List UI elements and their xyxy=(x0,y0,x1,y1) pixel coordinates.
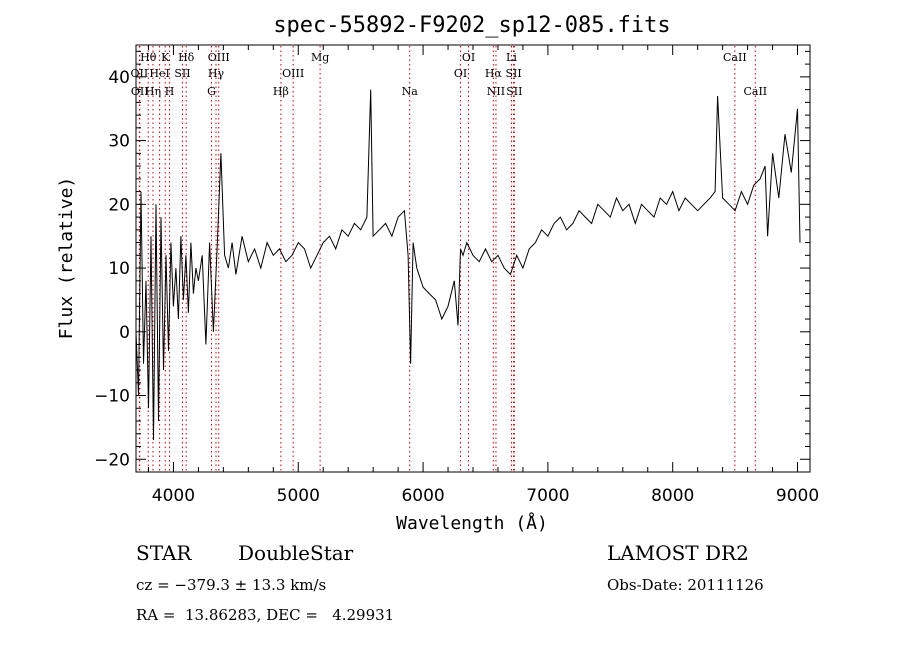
object-subclass: DoubleStar xyxy=(238,541,354,565)
object-class: STAR xyxy=(136,541,192,565)
line-marker-label-23: CaII xyxy=(723,51,747,64)
line-marker-label-21: NII xyxy=(487,85,505,98)
line-marker-label-18: Li xyxy=(506,51,517,64)
line-marker-label-15: Na xyxy=(402,85,419,98)
redshift-cz: cz = −379.3 ± 13.3 km/s xyxy=(136,576,326,594)
line-marker-label-8: Hδ xyxy=(178,51,195,64)
line-marker-label-5: K xyxy=(161,51,170,64)
y-tick-label: −20 xyxy=(94,450,130,470)
line-marker-label-10: Hγ xyxy=(208,67,225,80)
line-marker-label-14: Mg xyxy=(311,51,329,64)
y-tick-label: 0 xyxy=(119,323,130,343)
line-marker-label-2: OII xyxy=(131,85,149,98)
x-tick-label: 5000 xyxy=(277,486,320,506)
y-axis: −20 −10 0 10 20 30 40 xyxy=(94,50,810,470)
line-marker-label-4: Hη xyxy=(145,85,161,98)
observation-date: Obs-Date: 20111126 xyxy=(607,576,764,594)
ra-dec: RA = 13.86283, DEC = 4.29931 xyxy=(136,606,394,624)
line-marker-label-7: H xyxy=(165,85,175,98)
x-tick-label: 9000 xyxy=(776,486,819,506)
emission-line-markers xyxy=(138,46,756,471)
line-marker-label-24: CaII xyxy=(743,85,767,98)
line-marker-label-1: OII xyxy=(131,67,149,80)
line-marker-label-20: SII xyxy=(505,67,521,80)
line-marker-label-22: SII xyxy=(506,85,522,98)
line-marker-label-3: HeI xyxy=(149,67,169,80)
line-marker-label-17: OI xyxy=(454,67,467,80)
line-marker-label-13: OIII xyxy=(282,67,304,80)
x-tick-label: 4000 xyxy=(152,486,195,506)
x-axis-label: Wavelength (Å) xyxy=(396,512,548,534)
line-marker-label-9: OIII xyxy=(208,51,230,64)
spectrum-line xyxy=(135,89,801,441)
line-marker-label-12: Hβ xyxy=(273,85,289,98)
survey-release: LAMOST DR2 xyxy=(607,541,749,565)
x-axis: 4000 5000 6000 7000 8000 9000 xyxy=(147,45,819,506)
line-marker-label-6: SII xyxy=(174,67,190,80)
x-tick-label: 6000 xyxy=(401,486,444,506)
y-tick-label: 40 xyxy=(108,68,130,88)
y-tick-label: 10 xyxy=(108,259,130,279)
y-tick-label: 30 xyxy=(108,132,130,152)
plot-frame xyxy=(135,44,811,473)
line-marker-label-19: Hα xyxy=(485,67,503,80)
x-tick-label: 8000 xyxy=(651,486,694,506)
chart-title: spec-55892-F9202_sp12-085.fits xyxy=(273,13,670,38)
x-tick-label: 7000 xyxy=(526,486,569,506)
line-marker-label-0: Hθ xyxy=(140,51,157,64)
y-axis-label: Flux (relative) xyxy=(56,177,77,340)
line-marker-label-16: OI xyxy=(462,51,475,64)
line-marker-label-11: G xyxy=(207,85,216,98)
y-tick-label: −10 xyxy=(94,387,130,407)
y-tick-label: 20 xyxy=(108,195,130,215)
